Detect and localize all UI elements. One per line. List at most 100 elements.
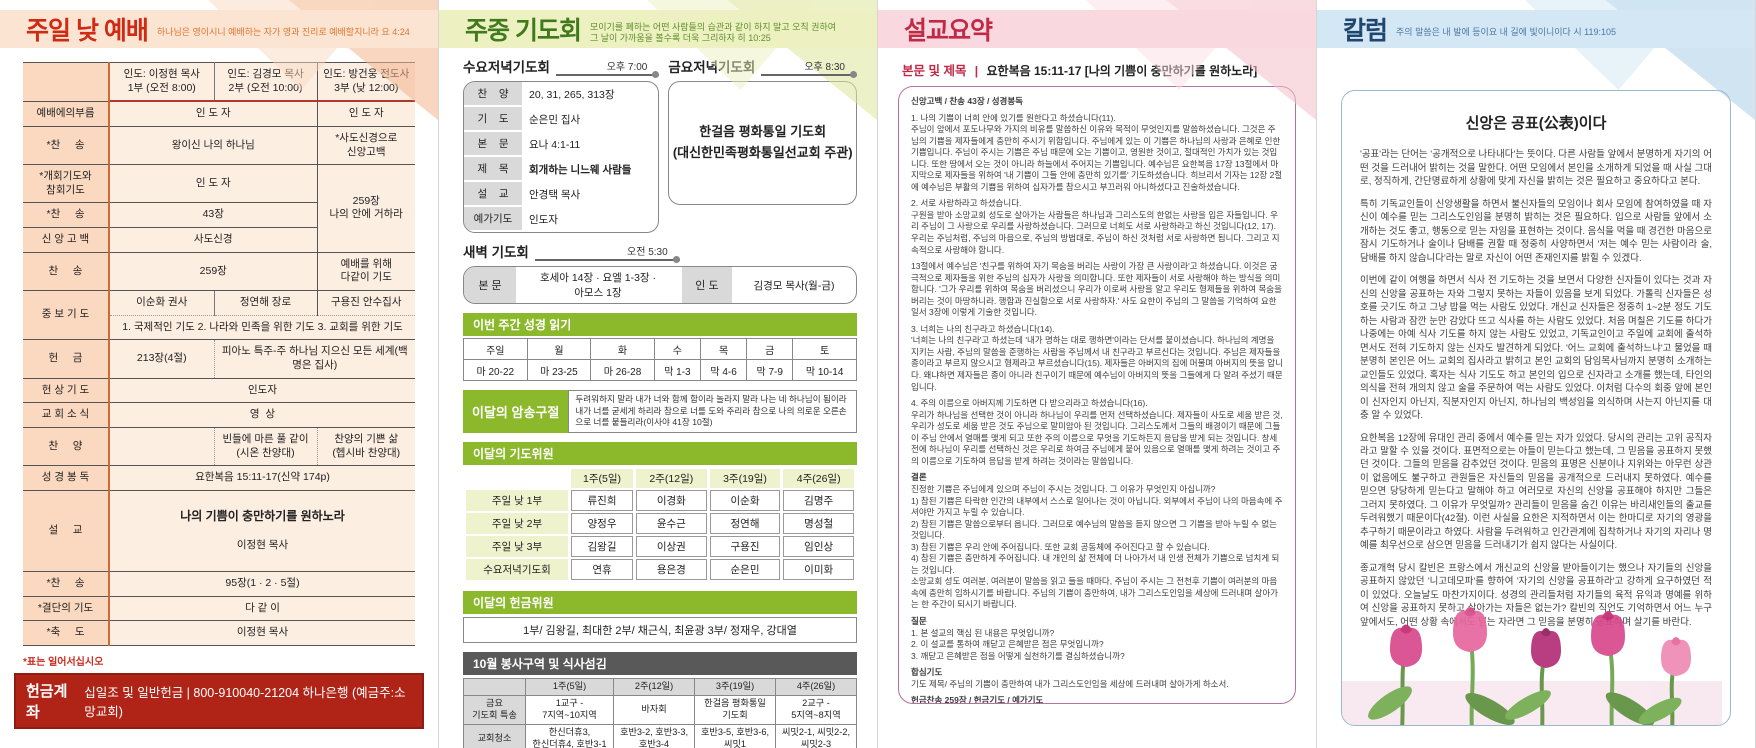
table-row: 1주(5일) 2주(12일) 3주(19일) 4주(26일) [466, 468, 854, 488]
row-label: 헌 금 [23, 339, 110, 379]
row-label: 제 목 [464, 157, 522, 182]
row-label: 수요저녁기도회 [466, 558, 568, 580]
row-value: 사도신경 [109, 227, 317, 253]
reading-ref: 마 26-28 [590, 359, 655, 381]
cell: 한신더휴3, 한신더휴4, 호반3-1 [524, 723, 615, 748]
friday-line1: 한걸음 평화통일 기도회 [699, 124, 827, 140]
row-value: 인 도 자 [109, 101, 317, 127]
row-label: 중 보 기 도 [23, 290, 110, 341]
cell: 씨밋2-1, 씨밋2-2, 씨밋2-3 [775, 723, 857, 748]
cell: 이경화 [636, 489, 707, 511]
row-value: 다 같 이 [109, 596, 415, 622]
cell: 한걸음 평화통일 기도회 [694, 694, 776, 725]
cell: 호반3-5, 호반3-6, 씨밋1 [694, 723, 776, 748]
row-label: 인 도 [679, 267, 732, 303]
list-item: 본 문 요나 4:1-11 [464, 132, 658, 157]
row-value: 인도자 [109, 378, 415, 404]
empty-cell [463, 677, 526, 696]
week-header: 1주(5일) [571, 468, 634, 488]
panel-header: 칼럼 주의 말씀은 내 발에 등이요 내 길에 빛이니이다 시 119:105 [1317, 10, 1755, 48]
row-label: 찬 양 [23, 427, 110, 467]
row-value: 순은민 집사 [529, 114, 581, 126]
row-value: 43장 [109, 202, 317, 229]
table-row: 교회청소 한신더휴3, 한신더휴4, 호반3-1 호반3-2, 호반3-3, 호… [463, 723, 857, 748]
row-label: 주일 낮 1부 [466, 489, 568, 511]
prayer-committee-table: 1주(5일) 2주(12일) 3주(19일) 4주(26일) 주일 낮 1부 류… [463, 467, 857, 582]
friday-line2: (대신한민족평화통일선교회 주관) [672, 145, 853, 160]
day-header: 화 [590, 338, 655, 360]
table-row: 주일 낮 3부 김왕길 이상권 구용진 임인상 [466, 535, 854, 557]
memory-verse-section: 이달의 암송구절 두려워하지 말라 내가 너와 함께 함이라 놀라지 말라 나는… [463, 390, 857, 433]
empty-cell [466, 469, 568, 488]
row-label: 설 교 [23, 490, 110, 572]
cell: 임인상 [783, 535, 854, 557]
cell: 이순화 [709, 489, 781, 511]
section-time: 오후 8:30 [804, 62, 845, 73]
dawn-box: 본 문 호세아 14장 · 요엘 1-3장 · 아모스 1장 인 도 김경모 목… [463, 266, 857, 304]
reading-ref: 막 10-14 [792, 359, 857, 381]
heading-label: 본문 및 제목 [902, 64, 967, 78]
memory-verse-label: 이달의 암송구절 [463, 390, 569, 433]
dawn-section: 새벽 기도회 오전 5:30 본 문 호세아 14장 · 요엘 1-3장 · 아… [463, 241, 857, 304]
cell: 이미화 [783, 558, 854, 580]
cell: 김명주 [783, 489, 854, 511]
worship-order-table: 인도: 이정현 목사 1부 (오전 8:00) 인도: 김경모 목사 2부 (오… [23, 62, 415, 646]
list-item: 기 도 순은민 집사 [464, 107, 658, 132]
table-row: 신 앙 고 백 사도신경 [23, 227, 415, 253]
row-label: 주일 낮 2부 [466, 512, 568, 534]
cell: 김왕길 [571, 535, 634, 557]
row-value: 예배를 위해 다같이 기도 [316, 252, 415, 292]
row-label: 주일 낮 3부 [466, 535, 568, 557]
column-paragraph: 요한복음 12장에 유대인 관리 중에서 예수를 믿는 자가 있었다. 당시의 … [1360, 432, 1712, 552]
row-value: 호세아 14장 · 요엘 1-3장 · 아모스 1장 [539, 272, 656, 299]
row-label: 신 앙 고 백 [23, 227, 110, 253]
row-label: 찬 양 [464, 82, 522, 107]
cell: 양정우 [571, 512, 634, 534]
table-row: *개회기도와 참회기도 인 도 자 259장 나의 안에 거하라 [23, 164, 415, 253]
row-label: 금요 기도회 특송 [463, 694, 526, 725]
section-time: 오전 5:30 [627, 247, 668, 258]
panel-weekday-prayer: 주중 기도회 모이기를 폐하는 어떤 사람들의 습관과 같이 하지 말고 오직 … [439, 0, 878, 748]
table-row: 헌 상 기 도 인도자 [23, 378, 415, 404]
section-rule: 오전 5:30 [534, 246, 680, 263]
header-verse: 하나님은 영이시니 예배하는 자가 영과 진리로 예배할지니라 요 4:24 [156, 27, 410, 38]
row-value: 이순화 권사 [109, 290, 214, 316]
cell: 윤수근 [636, 512, 707, 534]
table-row: 주일 낮 1부 류진희 이경화 이순화 김명주 [466, 489, 854, 511]
panel-sermon-summary: 설교요약 본문 및 제목 | 요한복음 15:11-17 [나의 기쁨이 충만하… [878, 0, 1317, 748]
week-header: 2주(12일) [613, 677, 696, 696]
row-label: 찬 송 [23, 252, 110, 292]
weekly-reading-title: 이번 주간 성경 읽기 [463, 313, 857, 336]
closing-line: 헌금찬송 259장 / 헌금기도 / 예가기도 [911, 695, 1044, 704]
section-rule: 오후 7:00 [555, 61, 660, 78]
row-label: *결단의 기도 [23, 596, 110, 622]
tulip-illustration [1342, 607, 1722, 725]
day-header: 수 [653, 338, 701, 360]
list-item: 설 교 안경택 목사 [464, 182, 658, 207]
stand-footnote: *표는 일어서십시오 [23, 656, 104, 668]
cell: 호반3-2, 호반3-3, 호반3-4 [613, 723, 696, 748]
wednesday-box: 찬 양 20, 31, 265, 313장 기 도 순은민 집사 본 문 요나 4:1… [463, 81, 660, 233]
week-header: 1주(5일) [524, 677, 615, 696]
table-row: 예배에의부름 인 도 자 인 도 자 [23, 101, 415, 127]
row-value: 왕이신 나의 하나님 [109, 126, 317, 166]
table-row: 교 회 소 식 영 상 [23, 402, 415, 428]
panel-header: 설교요약 [878, 10, 1316, 48]
table-row: *축 도 이정현 목사 [23, 620, 415, 646]
row-label: *찬 송 [23, 202, 110, 229]
table-row: 1. 국제적인 기도 2. 나라와 민족을 위한 기도 3. 교회를 위한 기도 [23, 315, 415, 341]
day-header: 월 [526, 338, 592, 360]
row-label: *축 도 [23, 620, 110, 646]
day-header: 금 [746, 338, 794, 360]
column-paragraph: 이번에 같이 여행을 하면서 식사 전 기도하는 것을 보면서 다양한 신자들이… [1360, 275, 1712, 422]
row-value: 빈들에 마른 풀 같이 (시온 찬양대) [213, 427, 317, 467]
row-value: 요한복음 15:11-17(신약 174p) [109, 465, 415, 491]
section-title: 금요저녁기도회 [668, 60, 756, 75]
row-value: 213장(4절) [109, 339, 214, 379]
row-label: 기 도 [464, 107, 522, 132]
cell: 용은경 [636, 558, 707, 580]
reading-ref: 막 1-3 [653, 359, 701, 381]
table-row: 헌 금 213장(4절) 피아노 특주-주 하나님 지으신 모든 세계(백명은 … [23, 339, 415, 379]
sermon-paragraph: 4. 주의 이름으로 아버지께 기도하면 다 받으리라고 하셨습니다(16). … [911, 398, 1283, 466]
row-value [109, 427, 214, 467]
